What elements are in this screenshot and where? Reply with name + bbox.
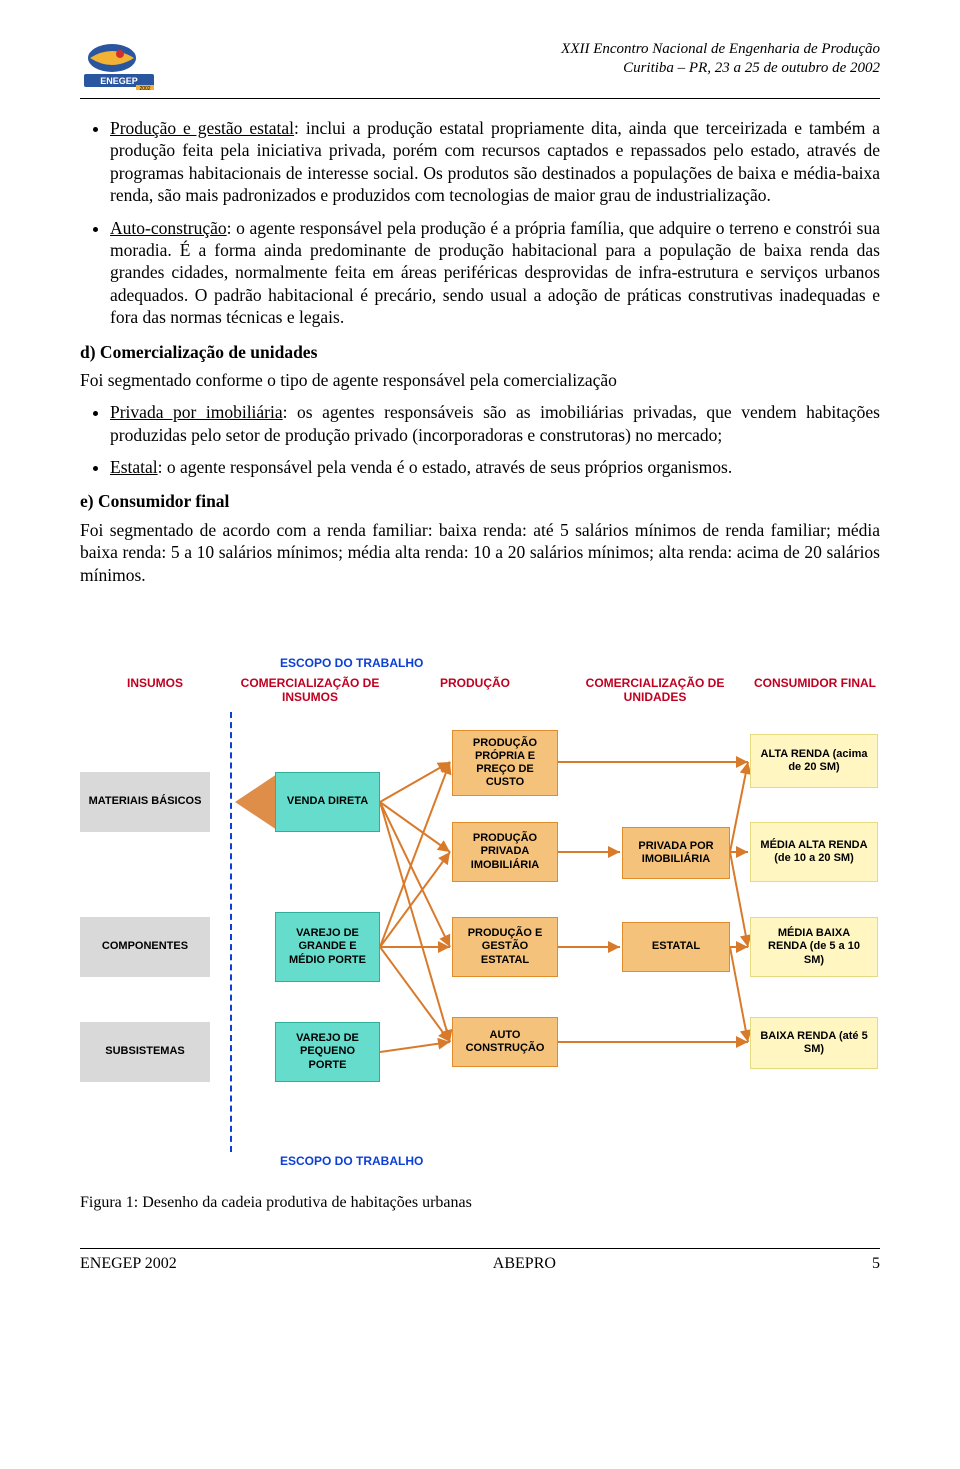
diagram: ESCOPO DO TRABALHO INSUMOS COMERCIALIZAÇ…	[80, 656, 880, 1168]
scope-dashed-line	[230, 712, 232, 1152]
box-venda-direta: VENDA DIRETA	[275, 772, 380, 832]
box-baixa-renda: BAIXA RENDA (até 5 SM)	[750, 1017, 878, 1069]
col-header: COMERCIALIZAÇÃO DE UNIDADES	[560, 676, 750, 704]
enegep-logo: ENEGEP 2002	[80, 40, 158, 90]
header-rule	[80, 98, 880, 99]
page-header: ENEGEP 2002 XXII Encontro Nacional de En…	[80, 40, 880, 90]
box-auto-construcao: AUTO CONSTRUÇÃO	[452, 1017, 558, 1067]
list-item: Estatal: o agente responsável pela venda…	[110, 456, 880, 478]
bullet-lead: Auto-construção	[110, 218, 227, 238]
col-header: INSUMOS	[80, 676, 230, 704]
box-estatal: ESTATAL	[622, 922, 730, 972]
figure-caption: Figura 1: Desenho da cadeia produtiva de…	[80, 1194, 880, 1212]
footer-center: ABEPRO	[493, 1255, 556, 1273]
box-alta-renda: ALTA RENDA (acima de 20 SM)	[750, 734, 878, 788]
bullet-lead: Privada por imobiliária	[110, 402, 283, 422]
box-insumos-materiais: MATERIAIS BÁSICOS	[80, 772, 210, 832]
footer-left: ENEGEP 2002	[80, 1255, 177, 1273]
section-d-intro: Foi segmentado conforme o tipo de agente…	[80, 369, 880, 391]
box-insumos-subsistemas: SUBSISTEMAS	[80, 1022, 210, 1082]
bullet-list-top: Produção e gestão estatal: inclui a prod…	[80, 117, 880, 329]
scope-label-top: ESCOPO DO TRABALHO	[280, 656, 880, 670]
scope-label-bottom: ESCOPO DO TRABALHO	[280, 1154, 880, 1168]
svg-text:2002: 2002	[139, 86, 150, 90]
bullet-lead: Estatal	[110, 457, 158, 477]
header-line-2: Curitiba – PR, 23 a 25 de outubro de 200…	[561, 59, 880, 78]
col-header: CONSUMIDOR FINAL	[750, 676, 880, 704]
box-media-baixa: MÉDIA BAIXA RENDA (de 5 a 10 SM)	[750, 917, 878, 977]
list-item: Auto-construção: o agente responsável pe…	[110, 217, 880, 329]
col-header: COMERCIALIZAÇÃO DE INSUMOS	[230, 676, 390, 704]
section-d-title: d) Comercialização de unidades	[80, 341, 880, 363]
col-header: PRODUÇÃO	[390, 676, 560, 704]
bullet-list-d: Privada por imobiliária: os agentes resp…	[80, 401, 880, 478]
header-line-1: XXII Encontro Nacional de Engenharia de …	[561, 40, 880, 59]
box-prod-privada: PRODUÇÃO PRIVADA IMOBILIÁRIA	[452, 822, 558, 882]
box-varejo-pequeno: VAREJO DE PEQUENO PORTE	[275, 1022, 380, 1082]
box-media-alta: MÉDIA ALTA RENDA (de 10 a 20 SM)	[750, 822, 878, 882]
footer-rule	[80, 1248, 880, 1249]
footer-right: 5	[872, 1255, 880, 1273]
box-prod-propria: PRODUÇÃO PRÓPRIA E PREÇO DE CUSTO	[452, 730, 558, 796]
svg-text:ENEGEP: ENEGEP	[100, 76, 138, 86]
box-insumos-componentes: COMPONENTES	[80, 917, 210, 977]
section-e-text: Foi segmentado de acordo com a renda fam…	[80, 519, 880, 586]
bullet-text: : o agente responsável pela venda é o es…	[158, 457, 733, 477]
section-e-title: e) Consumidor final	[80, 490, 880, 512]
box-prod-estatal: PRODUÇÃO E GESTÃO ESTATAL	[452, 917, 558, 977]
box-privada-imob: PRIVADA POR IMOBILIÁRIA	[622, 827, 730, 879]
list-item: Produção e gestão estatal: inclui a prod…	[110, 117, 880, 207]
list-item: Privada por imobiliária: os agentes resp…	[110, 401, 880, 446]
box-varejo-grande: VAREJO DE GRANDE E MÉDIO PORTE	[275, 912, 380, 982]
diagram-column-headers: INSUMOS COMERCIALIZAÇÃO DE INSUMOS PRODU…	[80, 676, 880, 704]
page-footer: ENEGEP 2002 ABEPRO 5	[80, 1255, 880, 1283]
bullet-lead: Produção e gestão estatal	[110, 118, 294, 138]
